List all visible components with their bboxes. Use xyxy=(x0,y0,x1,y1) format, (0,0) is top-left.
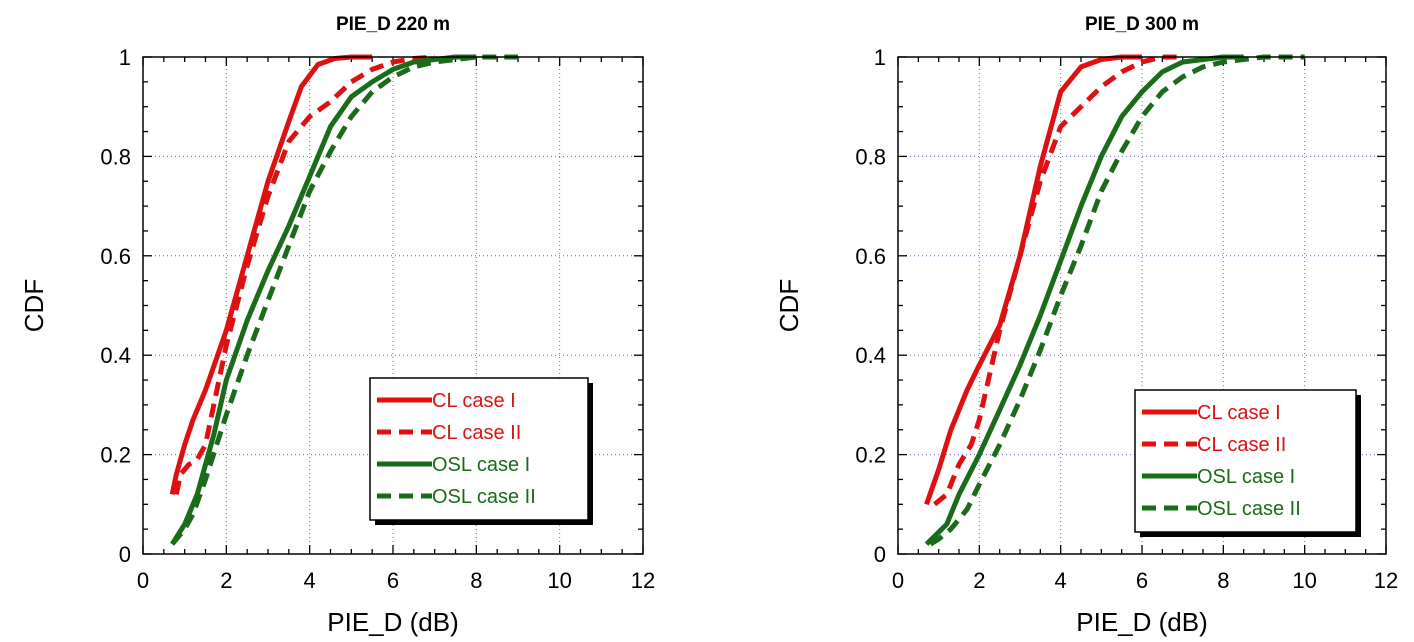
series-line-cl-case-ii xyxy=(173,54,435,495)
series-line-cl-case-ii xyxy=(933,54,1183,507)
legend-label: OSL case II xyxy=(432,486,536,508)
y-tick-label: 0.8 xyxy=(855,144,886,169)
x-tick-label: 8 xyxy=(1217,568,1229,593)
plot-frame xyxy=(142,56,644,555)
x-tick-label: 6 xyxy=(387,568,399,593)
legend-label: CL case I xyxy=(432,390,516,412)
y-tick-label: 0.4 xyxy=(100,343,131,368)
x-tick-label: 4 xyxy=(1055,568,1067,593)
x-tick-label: 2 xyxy=(220,568,232,593)
x-tick-label: 2 xyxy=(973,568,985,593)
x-tick-label: 12 xyxy=(1374,568,1398,593)
legend-label: CL case II xyxy=(1197,434,1286,456)
y-tick-label: 0.2 xyxy=(855,443,886,468)
series-line-osl-case-i xyxy=(924,54,1244,546)
chart-panel-1: 0 2 4 6 8 10 12 0 0.2 0.4 0.6 0.8 1 PIE_D 220 m PIE_D … xyxy=(19,14,655,637)
y-tick-label: 0.6 xyxy=(100,244,131,269)
series-line-osl-case-i xyxy=(170,54,477,546)
series-line-cl-case-i xyxy=(169,54,373,495)
x-tick-label: 0 xyxy=(892,568,904,593)
x-tick-label: 10 xyxy=(547,568,571,593)
legend-label: OSL case I xyxy=(432,454,530,476)
plot-frame xyxy=(897,56,1387,555)
x-tick-label: 0 xyxy=(137,568,149,593)
y-tick-label: 1 xyxy=(119,45,131,70)
legend: CL case I CL case II OSL case I OSL case II xyxy=(369,377,593,525)
y-tick-label: 0.8 xyxy=(100,144,131,169)
y-axis-label: CDF xyxy=(774,279,804,332)
x-tick-label: 10 xyxy=(1292,568,1316,593)
series-line-osl-case-ii xyxy=(929,54,1305,547)
y-axis-label: CDF xyxy=(19,279,49,332)
legend-label: OSL case I xyxy=(1197,466,1295,488)
series-line-cl-case-i xyxy=(924,54,1142,506)
y-tick-label: 1 xyxy=(874,45,886,70)
x-tick-label: 12 xyxy=(631,568,655,593)
chart-title: PIE_D 220 m xyxy=(336,14,450,35)
y-tick-label: 0 xyxy=(874,542,886,567)
y-tick-label: 0.2 xyxy=(100,443,131,468)
x-axis-label: PIE_D (dB) xyxy=(327,607,459,637)
y-tick-label: 0 xyxy=(119,542,131,567)
legend: CL case I CL case II OSL case I OSL case II xyxy=(1134,389,1361,537)
y-tick-label: 0.6 xyxy=(855,244,886,269)
legend-label: OSL case II xyxy=(1197,498,1301,520)
x-axis-label: PIE_D (dB) xyxy=(1076,607,1208,637)
legend-label: CL case II xyxy=(432,422,521,444)
chart-title: PIE_D 300 m xyxy=(1085,14,1199,35)
legend-label: CL case I xyxy=(1197,402,1281,424)
chart-panel-2: 0 2 4 6 8 10 12 0 0.2 0.4 0.6 0.8 1 PIE_D 300 m PIE_D … xyxy=(774,14,1398,637)
series-line-osl-case-ii xyxy=(170,54,518,546)
y-tick-label: 0.4 xyxy=(855,343,886,368)
x-tick-label: 6 xyxy=(1136,568,1148,593)
x-tick-label: 8 xyxy=(470,568,482,593)
x-tick-label: 4 xyxy=(304,568,316,593)
